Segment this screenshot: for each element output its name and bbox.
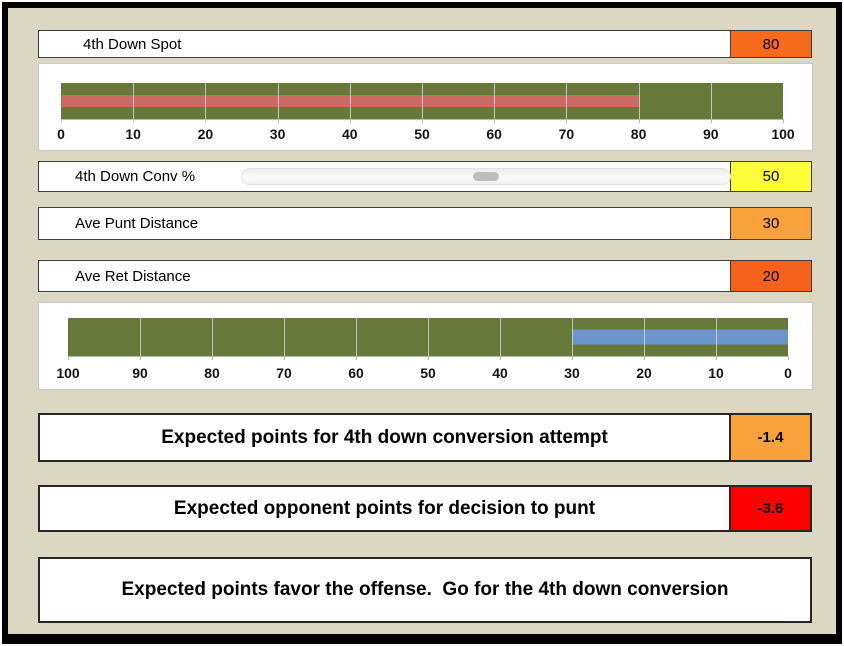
axis-tick — [783, 119, 784, 123]
punt-result-chart: 100 90 80 70 60 50 40 30 20 10 0 — [38, 302, 813, 390]
field-position-chart: 0 10 20 30 40 50 60 70 80 90 100 — [38, 63, 813, 151]
label-return-distance: Ave Ret Distance — [75, 267, 191, 285]
gridline — [205, 83, 207, 119]
axis-tick-label: 80 — [204, 365, 220, 381]
axis-tick-label: 70 — [276, 365, 292, 381]
axis-tick-label: 10 — [125, 126, 141, 142]
axis-tick-label: 80 — [630, 126, 647, 142]
gridline — [277, 83, 279, 119]
gridline — [212, 318, 213, 356]
axis-tick — [644, 356, 645, 360]
dashboard-content: 4th Down Spot 80 0 10 20 30 40 50 60 70 80 90 100 … — [8, 8, 836, 634]
axis-tick — [494, 119, 496, 123]
value-conversion-ep: -1.4 — [729, 415, 810, 460]
value-conv-pct[interactable]: 50 — [730, 162, 811, 191]
axis-tick — [788, 356, 789, 360]
label-conversion-ep: Expected points for 4th down conversion … — [161, 426, 608, 448]
label-conv-pct: 4th Down Conv % — [39, 162, 731, 191]
gridline — [572, 318, 573, 356]
gridline — [133, 83, 135, 119]
axis-tick-label: 0 — [57, 126, 65, 142]
axis-tick-label: 50 — [414, 126, 430, 142]
slider-thumb-icon[interactable] — [473, 172, 499, 181]
axis-tick — [638, 119, 640, 123]
axis-tick-label: 40 — [342, 126, 358, 142]
gridline — [716, 318, 717, 356]
axis-tick-label: 20 — [636, 365, 652, 381]
gridline — [644, 318, 645, 356]
axis-tick-label: 20 — [197, 126, 214, 142]
chart-plot-area — [68, 318, 789, 360]
axis-tick — [428, 356, 429, 360]
conv-pct-slider[interactable] — [241, 168, 731, 185]
axis-tick — [716, 356, 717, 360]
input-row-return-distance: Ave Ret Distance 20 — [38, 260, 812, 292]
gridline — [349, 83, 351, 119]
gridline — [428, 318, 429, 356]
axis-tick-label: 60 — [348, 365, 364, 381]
axis-tick — [133, 119, 135, 123]
result-row-conversion-ep: Expected points for 4th down conversion … — [38, 413, 812, 462]
axis-tick-label: 100 — [56, 365, 80, 381]
input-row-conv-pct: 4th Down Conv % 50 — [38, 161, 812, 192]
axis-tick-label: 90 — [703, 126, 719, 142]
value-punt-distance[interactable]: 30 — [730, 208, 811, 239]
axis-tick — [356, 356, 357, 360]
axis-tick-label: 40 — [492, 365, 508, 381]
axis-tick-label: 30 — [564, 365, 580, 381]
axis-tick-label: 70 — [558, 126, 575, 142]
axis-tick — [349, 119, 351, 123]
chart-axis-labels: 100 90 80 70 60 50 40 30 20 10 0 — [56, 363, 792, 383]
gridline — [494, 83, 496, 119]
punt-bar — [572, 329, 788, 345]
axis-tick-label: 50 — [420, 365, 436, 381]
label-4th-down-spot: 4th Down Spot — [83, 35, 182, 53]
input-row-4th-down-spot: 4th Down Spot 80 — [38, 30, 812, 58]
gridline — [566, 83, 568, 119]
axis-tick — [572, 356, 573, 360]
label-punt-distance: Ave Punt Distance — [75, 215, 199, 232]
chart-axis-labels: 0 10 20 30 40 50 60 70 80 90 100 — [57, 124, 795, 144]
gridline — [356, 318, 357, 356]
gridline — [140, 318, 141, 356]
value-punt-ep: -3.6 — [729, 487, 810, 530]
value-return-distance[interactable]: 20 — [730, 261, 811, 291]
recommendation-message: Expected points favor the offense. Go fo… — [38, 557, 812, 623]
axis-tick — [140, 356, 141, 360]
axis-tick-label: 10 — [708, 365, 724, 381]
gridline — [284, 318, 285, 356]
label-conv-pct-text: 4th Down Conv % — [75, 168, 196, 185]
gridline — [500, 318, 501, 356]
axis-tick — [710, 119, 712, 123]
axis-tick-label: 30 — [269, 126, 286, 142]
axis-tick — [68, 356, 69, 360]
result-row-punt-ep: Expected opponent points for decision to… — [38, 485, 812, 532]
axis-tick-label: 100 — [771, 126, 795, 142]
chart-plot-area — [61, 83, 784, 123]
label-punt-ep: Expected opponent points for decision to… — [173, 497, 596, 519]
axis-tick — [566, 119, 568, 123]
axis-tick-label: 60 — [486, 126, 502, 142]
input-row-punt-distance: Ave Punt Distance 30 — [38, 207, 812, 240]
axis-tick-label: 0 — [784, 365, 792, 381]
axis-tick — [422, 119, 423, 123]
value-4th-down-spot[interactable]: 80 — [730, 31, 811, 57]
axis-tick — [284, 356, 285, 360]
gridline — [638, 83, 640, 119]
axis-tick-label: 90 — [132, 365, 148, 381]
gridline — [422, 83, 423, 119]
gridline — [710, 83, 712, 119]
axis-tick — [500, 356, 501, 360]
axis-tick — [212, 356, 213, 360]
axis-tick — [277, 119, 279, 123]
axis-tick — [61, 119, 62, 123]
axis-tick — [205, 119, 207, 123]
